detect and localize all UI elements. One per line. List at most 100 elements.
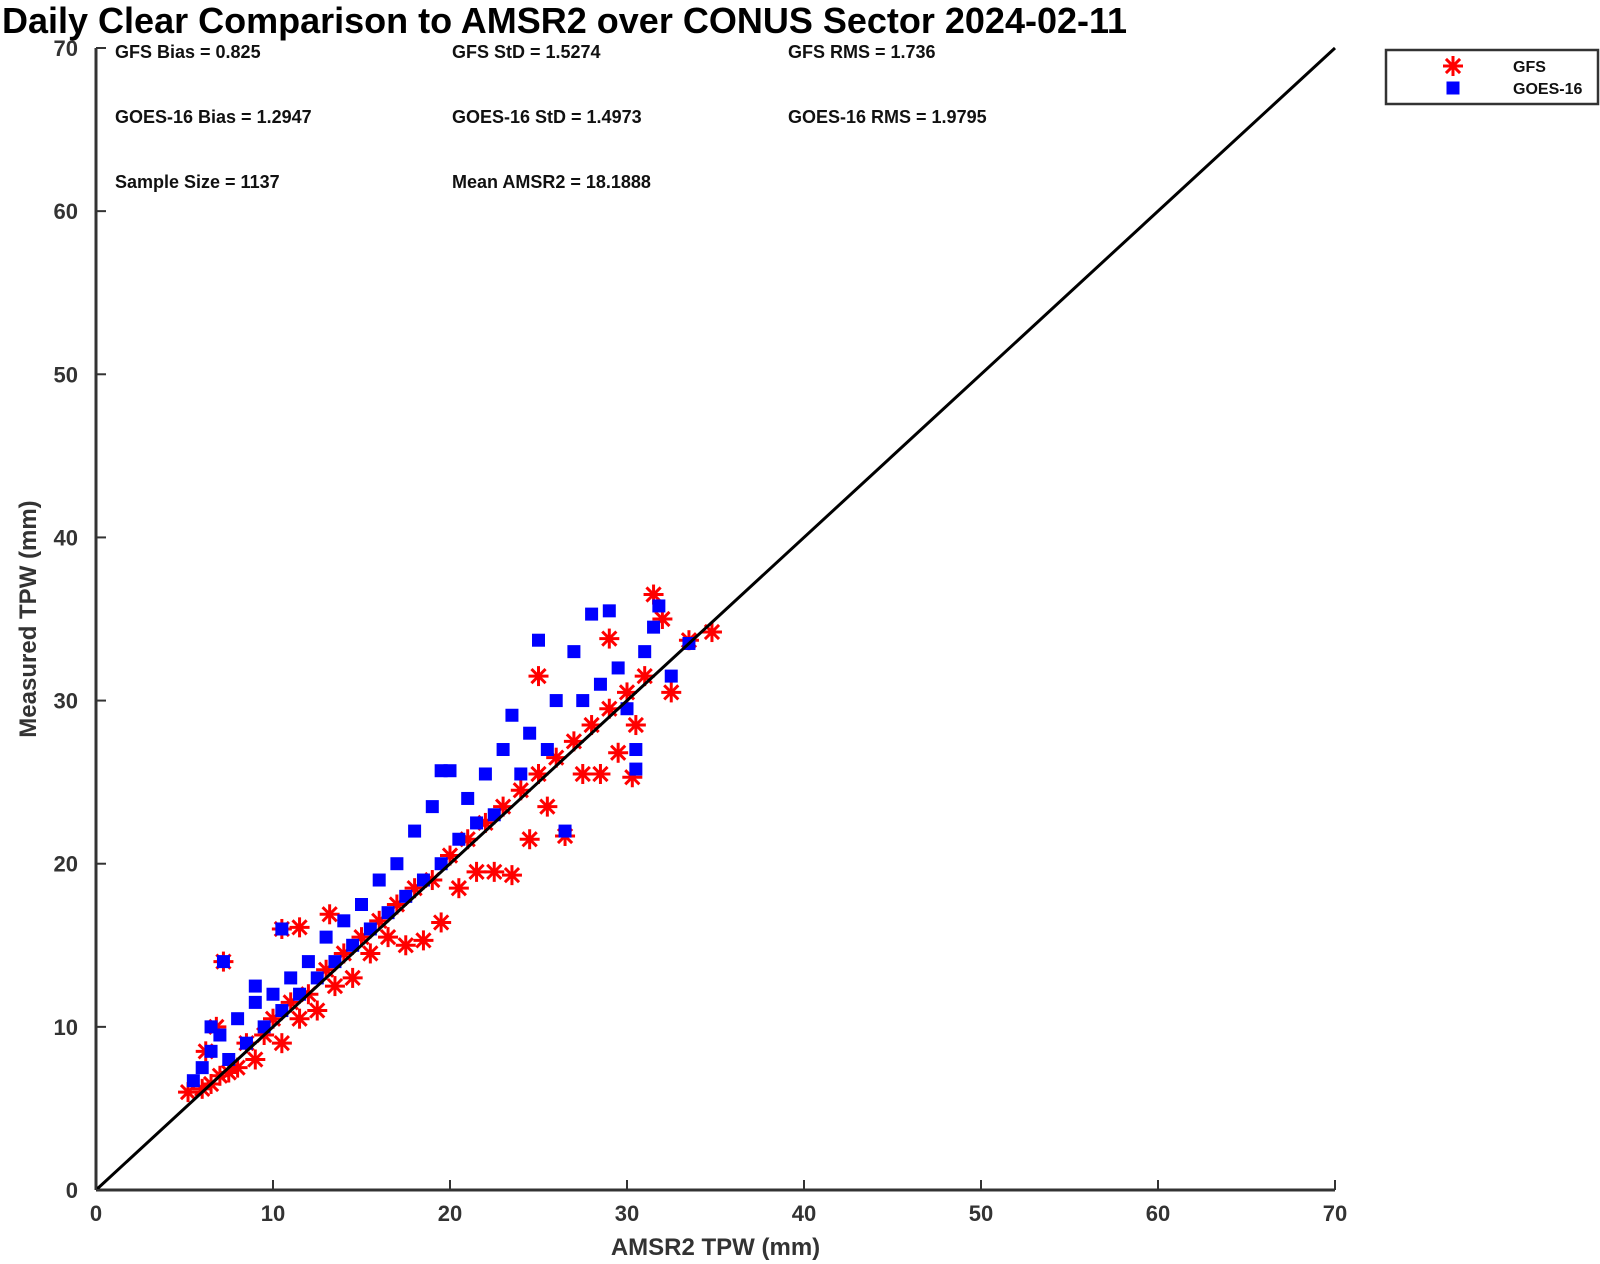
goes16-point bbox=[470, 816, 484, 830]
gfs-point bbox=[501, 865, 522, 886]
gfs-point bbox=[608, 742, 629, 763]
goes16-point bbox=[567, 645, 581, 659]
goes16-point bbox=[204, 1020, 218, 1034]
gfs-point bbox=[537, 796, 558, 817]
goes16-point bbox=[216, 955, 230, 969]
x-tick-label: 40 bbox=[792, 1201, 816, 1226]
gfs-point bbox=[519, 829, 540, 850]
goes16-point bbox=[523, 726, 537, 740]
gfs-point bbox=[599, 628, 620, 649]
gfs-point bbox=[395, 935, 416, 956]
legend-goes16-marker bbox=[1446, 81, 1460, 95]
gfs-point bbox=[324, 976, 345, 997]
goes16-point bbox=[301, 955, 315, 969]
goes16-point bbox=[275, 922, 289, 936]
y-tick-label: 10 bbox=[54, 1015, 78, 1040]
series-2 bbox=[186, 599, 696, 1088]
y-tick-label: 70 bbox=[54, 36, 78, 61]
goes16-point bbox=[478, 767, 492, 781]
stat-text: GOES-16 Bias = 1.2947 bbox=[115, 107, 312, 127]
y-tick-label: 60 bbox=[54, 199, 78, 224]
goes16-point bbox=[549, 694, 563, 708]
goes16-point bbox=[652, 599, 666, 613]
x-tick-label: 70 bbox=[1323, 1201, 1347, 1226]
goes16-point bbox=[248, 979, 262, 993]
x-tick-label: 10 bbox=[261, 1201, 285, 1226]
goes16-point bbox=[408, 824, 422, 838]
y-axis-label: Measured TPW (mm) bbox=[15, 500, 42, 737]
legend-label: GFS bbox=[1513, 59, 1546, 76]
one-to-one-line bbox=[94, 46, 1337, 1192]
goes16-point bbox=[540, 743, 554, 757]
goes16-point bbox=[390, 857, 404, 871]
goes16-point bbox=[231, 1012, 245, 1026]
stat-text: GOES-16 RMS = 1.9795 bbox=[788, 107, 987, 127]
goes16-point bbox=[319, 930, 333, 944]
stat-text: Mean AMSR2 = 18.1888 bbox=[452, 172, 651, 192]
x-axis-label: AMSR2 TPW (mm) bbox=[611, 1234, 820, 1261]
gfs-point bbox=[342, 967, 363, 988]
gfs-point bbox=[701, 622, 722, 643]
gfs-point bbox=[448, 878, 469, 899]
goes16-point bbox=[532, 633, 545, 647]
y-tick-label: 20 bbox=[54, 852, 78, 877]
goes16-point bbox=[558, 824, 572, 838]
gfs-point bbox=[528, 666, 549, 687]
goes16-point bbox=[576, 694, 590, 708]
goes16-point bbox=[186, 1074, 200, 1088]
goes16-point bbox=[266, 987, 280, 1001]
data-points bbox=[178, 584, 722, 1103]
x-tick-label: 60 bbox=[1146, 1201, 1170, 1226]
gfs-point bbox=[590, 763, 611, 784]
y-tick-label: 40 bbox=[54, 525, 78, 550]
goes16-point bbox=[248, 995, 262, 1009]
gfs-point bbox=[625, 715, 646, 736]
gfs-point bbox=[661, 682, 682, 703]
gfs-point bbox=[360, 943, 381, 964]
gfs-point bbox=[413, 930, 434, 951]
y-tick-label: 0 bbox=[66, 1178, 78, 1203]
gfs-point bbox=[289, 917, 310, 938]
goes16-point bbox=[443, 764, 457, 778]
chart-title: Daily Clear Comparison to AMSR2 over CON… bbox=[2, 0, 1128, 41]
goes16-point bbox=[425, 800, 439, 814]
stat-text: GFS StD = 1.5274 bbox=[452, 42, 601, 62]
goes16-point bbox=[355, 898, 368, 911]
y-tick-label: 50 bbox=[54, 362, 78, 387]
goes16-point bbox=[585, 607, 599, 621]
stat-text: GOES-16 StD = 1.4973 bbox=[452, 107, 642, 127]
gfs-point bbox=[271, 1033, 292, 1054]
goes16-point bbox=[505, 708, 519, 722]
goes16-point bbox=[195, 1061, 209, 1075]
legend-box bbox=[1384, 48, 1600, 106]
goes16-point bbox=[638, 645, 652, 659]
goes16-point bbox=[593, 677, 607, 691]
gfs-point bbox=[319, 904, 340, 925]
goes16-point bbox=[372, 873, 386, 887]
goes16-point bbox=[629, 762, 643, 776]
goes16-point bbox=[647, 620, 661, 634]
gfs-point bbox=[484, 861, 505, 882]
goes16-point bbox=[496, 743, 510, 757]
stat-text: GFS Bias = 0.825 bbox=[115, 42, 261, 62]
legend-gfs-marker bbox=[1443, 56, 1463, 76]
goes16-point bbox=[452, 832, 466, 846]
gfs-point bbox=[307, 1000, 328, 1021]
axes: 0 10 20 30 40 50 60 70 0 10 20 30 40 50 60 70 AMSR2 TPW … bbox=[15, 36, 1347, 1261]
x-tick-label: 50 bbox=[969, 1201, 993, 1226]
goes16-point bbox=[602, 604, 616, 618]
gfs-point bbox=[289, 1008, 310, 1029]
goes16-point bbox=[337, 914, 351, 928]
legend-label: GOES-16 bbox=[1513, 81, 1582, 98]
gfs-point bbox=[245, 1049, 266, 1070]
stat-text: GFS RMS = 1.736 bbox=[788, 42, 936, 62]
gfs-point bbox=[572, 763, 593, 784]
goes16-point bbox=[514, 767, 528, 781]
goes16-point bbox=[461, 791, 475, 805]
goes16-point bbox=[611, 661, 625, 675]
legend: GFS GOES-16 bbox=[1384, 48, 1600, 106]
stat-text: Sample Size = 1137 bbox=[115, 172, 280, 192]
x-tick-label: 0 bbox=[90, 1201, 102, 1226]
goes16-point bbox=[629, 743, 643, 757]
